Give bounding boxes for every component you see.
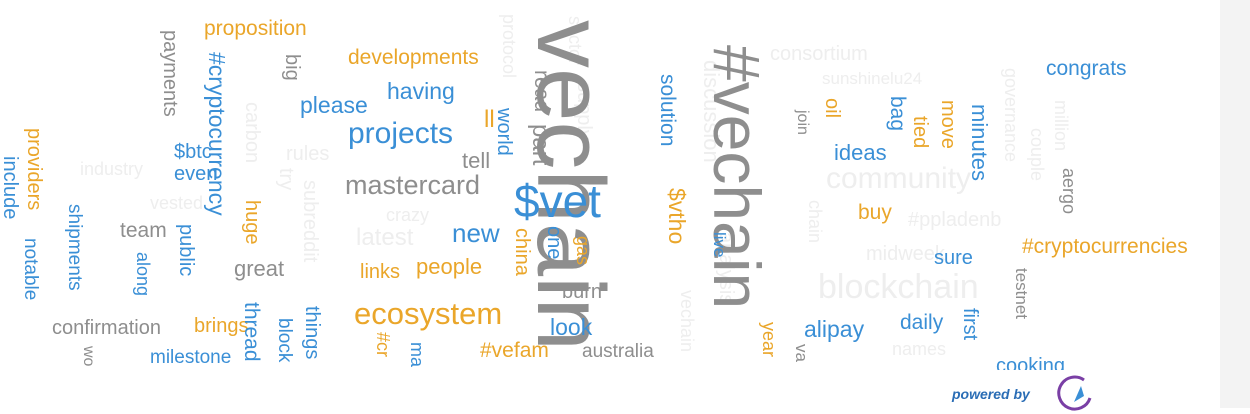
cloud-word[interactable]: huge [241,200,263,245]
cloud-word[interactable]: year [759,322,779,358]
cloud-word[interactable]: ideas [834,140,887,165]
cloud-word[interactable]: #cryptocurrencies [1022,235,1188,258]
cloud-word[interactable]: congrats [1046,57,1127,80]
cloud-word[interactable]: new [452,218,500,248]
cloud-word[interactable]: part [527,124,554,166]
cloud-word[interactable]: move [937,100,959,149]
cloud-word[interactable]: developments [348,46,479,69]
cloud-word[interactable]: latest [356,224,414,251]
cloud-word[interactable]: projects [348,117,454,150]
cloud-word[interactable]: world [493,108,515,156]
cloud-word[interactable]: subreddit [299,180,321,263]
cloud-word[interactable]: carbon [241,102,263,164]
cloud-word[interactable]: aergo [1059,168,1079,215]
cloud-word[interactable]: look [550,314,593,340]
cloud-word[interactable]: buy [858,201,892,224]
cloud-word[interactable]: minutes [967,104,992,182]
cloud-word[interactable]: wo [80,346,97,367]
cloud-word[interactable]: chain [805,200,825,244]
wordcloud-logo-icon[interactable] [1054,372,1096,414]
cloud-word[interactable]: vested [150,193,204,213]
cloud-word[interactable]: great [234,256,285,281]
cloud-word[interactable]: midweek [866,243,945,265]
cloud-word[interactable]: million [1051,100,1071,152]
cloud-word[interactable]: governance [1001,68,1021,163]
cloud-word[interactable]: australia [582,341,654,362]
cloud-word[interactable]: confirmation [52,317,161,339]
cloud-word[interactable]: one [543,226,565,260]
cloud-word[interactable]: bag [886,96,909,132]
cloud-word[interactable]: read [530,70,553,113]
cloud-word[interactable]: public [175,224,197,277]
cloud-word[interactable]: thread [240,302,263,362]
cloud-word[interactable]: #vechain [700,45,774,310]
cloud-word[interactable]: blockchain [818,268,979,306]
cloud-word[interactable]: #vefam [480,339,549,362]
cloud-word[interactable]: cooking [996,355,1065,370]
cloud-word[interactable]: payments [159,30,181,117]
cloud-word[interactable]: big [281,54,303,81]
cloud-word[interactable]: team [120,219,167,242]
cloud-word[interactable]: burn [562,281,603,303]
cloud-word[interactable]: va [792,344,811,362]
cloud-word[interactable]: daily [900,311,944,334]
cloud-word[interactable]: consortium [770,43,868,65]
cloud-word[interactable]: vechain [677,290,697,353]
cloud-word[interactable]: $btc [174,141,212,163]
cloud-word[interactable]: mastercard [345,170,481,200]
cloud-word[interactable]: first [959,308,981,341]
cloud-word[interactable]: try [275,168,297,191]
cloud-word[interactable]: include [0,156,21,220]
cloud-word[interactable]: block [274,318,295,363]
cloud-word[interactable]: rules [286,143,330,165]
cloud-word[interactable]: please [300,92,368,118]
cloud-word[interactable]: tell [462,148,491,173]
cloud-word[interactable]: alipay [804,316,865,342]
cloud-word[interactable]: having [387,78,455,104]
cloud-word[interactable]: $vet [514,175,601,227]
cloud-word[interactable]: ll [484,106,495,133]
cloud-word[interactable]: gas [573,236,593,266]
cloud-word[interactable]: ecosystem [354,296,503,331]
cloud-word[interactable]: oil [821,98,843,119]
cloud-word[interactable]: tied [909,116,931,149]
cloud-word[interactable]: community [826,162,972,195]
cloud-word[interactable]: #ppladenb [908,209,1002,231]
cloud-word[interactable]: live [710,232,729,258]
cloud-word[interactable]: industry [80,159,144,179]
cloud-word[interactable]: testnet [1012,268,1031,320]
cloud-word[interactable]: join [794,110,811,135]
cloud-word[interactable]: crazy [386,205,430,225]
powered-by-label[interactable]: powered by [952,386,1030,402]
word-cloud: vechain #vechain $vet ecosystem mastercard pr… [0,14,1188,370]
cloud-word[interactable]: links [360,261,401,283]
cloud-word[interactable]: protocol [499,14,519,79]
cloud-word[interactable]: ma [407,342,427,368]
cloud-word[interactable]: brings [194,315,249,337]
cloud-word[interactable]: notable [20,238,41,301]
cloud-word[interactable]: sure [934,247,973,269]
cloud-word[interactable]: even [174,163,218,185]
cloud-word[interactable]: along [133,252,153,297]
cloud-word[interactable]: sunshinelu24 [822,69,923,88]
cloud-word[interactable]: proposition [204,17,307,40]
cloud-word[interactable]: #cryptocurrency [204,52,230,216]
sidebar-strip [1220,0,1250,408]
cloud-word[interactable]: china [511,228,533,276]
cloud-word[interactable]: providers [23,128,45,211]
cloud-word[interactable]: names [892,339,947,359]
cloud-word[interactable]: $vtho [664,188,690,245]
cloud-word[interactable]: solution [656,74,679,147]
cloud-word[interactable]: people [416,254,483,279]
cloud-word[interactable]: things [301,306,323,360]
cloud-word[interactable]: shipments [64,204,85,291]
cloud-word[interactable]: milestone [150,347,232,368]
cloud-word[interactable]: couple [1027,128,1047,182]
cloud-word[interactable]: #cr [373,332,393,358]
